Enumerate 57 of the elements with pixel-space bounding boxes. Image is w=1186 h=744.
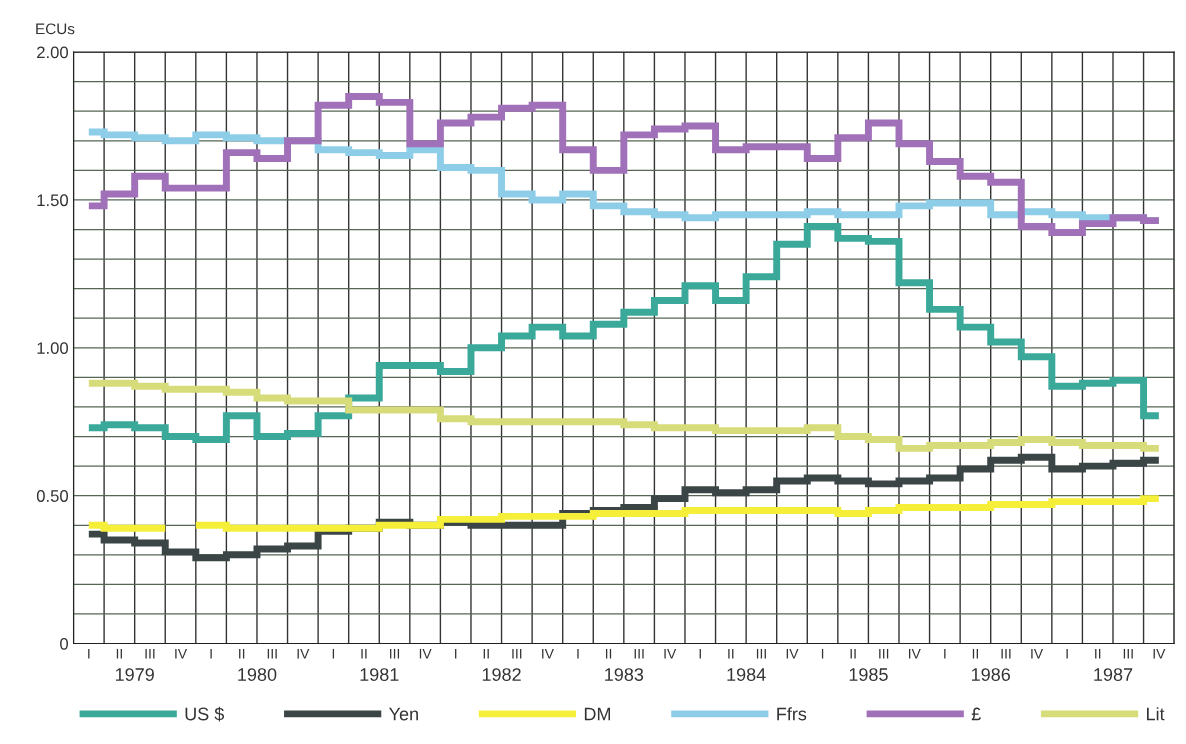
x-tick-label: III [390,648,400,659]
x-tick-label: IV [664,648,677,659]
y-tick-label: 1.50 [37,194,69,207]
legend-label: Yen [389,707,418,721]
x-tick-label: IV [909,648,921,659]
y-tick-label: 1.00 [37,342,69,355]
x-tick-label: III [879,648,889,659]
legend-label: Lit [1147,707,1165,721]
x-tick-label: II [972,648,978,659]
x-tick-label: I [577,648,579,659]
x-tick-label: IV [1031,648,1044,659]
text: 1980 [238,668,277,681]
x-tick-label: II [728,648,734,659]
x-tick-label: II [361,648,367,659]
legend-label: Ffrs [777,707,807,721]
text: 1987 [1094,668,1133,681]
text: 1982 [482,668,521,681]
x-tick-label: IV [1153,648,1166,659]
x-tick-label: I [699,648,701,659]
x-tick-label: II [1095,648,1101,659]
x-tick-label: III [1123,648,1133,659]
x-tick-label: III [267,648,277,659]
x-tick-label: II [239,648,245,659]
x-tick-label: I [88,648,90,659]
x-tick-label: III [512,648,522,659]
x-tick-label: II [116,648,122,659]
x-tick-label: III [756,648,766,659]
x-tick-label: III [145,648,155,659]
x-tick-label: III [1001,648,1011,659]
text: 1985 [849,668,888,681]
x-tick-label: I [944,648,946,659]
x-tick-label: IV [786,648,799,659]
y-axis-title: ECUs [36,23,75,35]
x-tick-label: IV [542,648,554,659]
legend-label: DM [584,707,611,721]
x-tick-label: I [332,648,335,659]
legend-label: £ [971,707,981,721]
x-tick-label: I [1066,648,1068,659]
x-tick-label: IV [297,648,310,659]
text: 1979 [115,668,154,681]
x-tick-label: II [483,648,489,659]
y-tick-label: 0.50 [36,490,69,502]
text: 1984 [727,668,766,681]
x-tick-label: IV [419,648,432,659]
x-tick-label: II [850,648,856,659]
y-tick-label: 2.00 [37,46,69,59]
text: 1981 [360,668,399,681]
legend-label: US $ [185,706,225,722]
text: 1983 [605,668,644,681]
x-tick-label: II [605,648,612,659]
x-tick-label: I [455,648,457,659]
x-tick-label: IV [175,648,188,659]
x-tick-label: I [821,648,824,659]
text: 1986 [972,668,1010,681]
x-tick-label: III [634,648,644,659]
y-tick-label: 0 [60,637,69,650]
x-tick-label: I [210,648,212,659]
